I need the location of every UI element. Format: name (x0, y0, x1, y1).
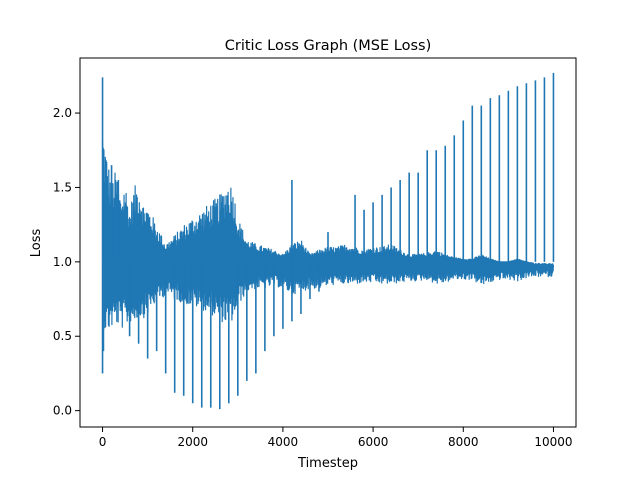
y-tick-label: 2.0 (53, 106, 72, 120)
y-tick-label: 1.5 (53, 180, 72, 194)
x-tick-label: 6000 (358, 435, 389, 449)
x-axis-label: Timestep (297, 456, 358, 471)
y-axis-label: Loss (29, 229, 44, 258)
x-axis: 0 2000 4000 6000 8000 10000 (99, 427, 573, 449)
y-tick-label: 0.5 (53, 329, 72, 343)
x-tick-label: 4000 (268, 435, 299, 449)
x-tick-label: 10000 (534, 435, 572, 449)
plot-area (101, 72, 555, 410)
x-tick-label: 8000 (448, 435, 479, 449)
y-tick-label: 1.0 (53, 255, 72, 269)
chart-title: Critic Loss Graph (MSE Loss) (225, 38, 432, 54)
x-tick-label: 0 (99, 435, 107, 449)
y-tick-label: 0.0 (53, 404, 72, 418)
axes-frame (79, 57, 577, 428)
y-axis: 0.0 0.5 1.0 1.5 2.0 (53, 106, 80, 418)
x-tick-label: 2000 (177, 435, 208, 449)
